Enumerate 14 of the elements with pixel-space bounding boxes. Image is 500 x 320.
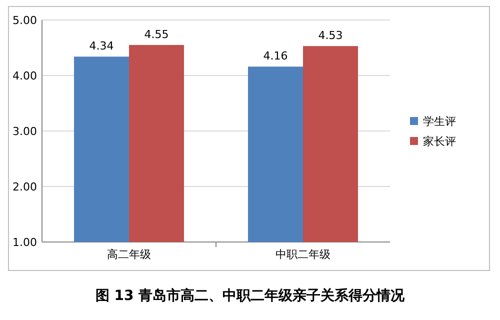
y-tick-label: 2.00: [12, 180, 37, 194]
data-label: 4.53: [318, 29, 343, 42]
y-tick-label: 4.00: [12, 70, 37, 82]
legend-label: 家长评: [423, 135, 456, 148]
caption: 图 13 青岛市高二、中职二年级亲子关系得分情况: [95, 287, 406, 304]
x-tick-label: 高二年级: [107, 248, 151, 261]
data-label: 4.16: [263, 50, 288, 63]
y-tick-label: 1.00: [12, 236, 37, 249]
legend-label: 学生评: [423, 115, 456, 128]
y-tick-label: 3.00: [12, 125, 37, 138]
x-tick-label: 中职二年级: [276, 248, 330, 261]
data-label: 4.34: [89, 40, 114, 53]
data-label: 4.55: [144, 28, 169, 41]
y-tick-label: 5.00: [12, 14, 37, 27]
